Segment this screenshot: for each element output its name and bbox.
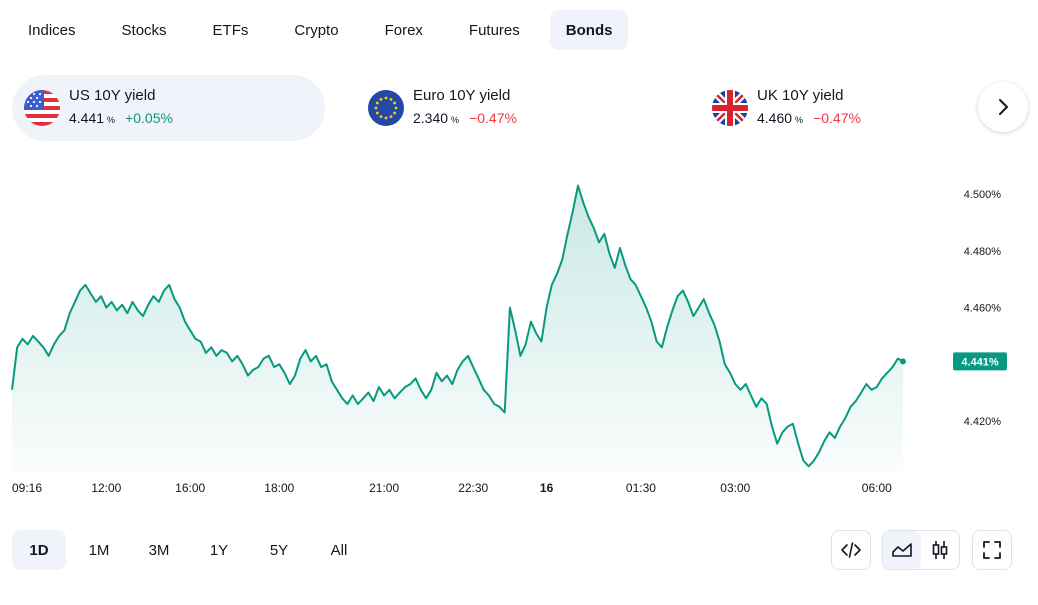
fullscreen-icon [983,541,1001,559]
ticker-value: 4.460 [757,110,793,126]
fullscreen-button[interactable] [972,530,1012,570]
yield-chart[interactable]: 4.500% 4.480% 4.460% 4.420% 4.441% 09:16 12:00… [0,170,1038,500]
ticker-value: 4.441 [69,110,105,126]
x-tick-label: 01:30 [626,481,656,495]
range-all[interactable]: All [330,541,348,559]
chevron-right-icon [999,99,1008,115]
area-fill [12,185,903,472]
ticker-change: −0.47% [469,110,517,126]
ticker-value: 2.340 [413,110,449,126]
ticker-change: −0.47% [813,110,861,126]
chart-canvas: 4.500% 4.480% 4.460% 4.420% 4.441% 09:16 12:00… [11,184,1007,495]
x-tick-label: 09:16 [12,481,42,495]
x-tick-label: 16 [540,481,554,495]
chart-style-toggle [882,530,960,570]
y-tick-label: 4.480% [964,246,1002,258]
y-tick-label: 4.420% [964,416,1002,428]
x-tick-label: 18:00 [264,481,294,495]
last-value-badge [953,352,1007,371]
tab-forex[interactable]: Forex [384,21,423,39]
ticker-uk-10y[interactable]: UK 10Y yield 4.460 % −0.47% [700,75,960,141]
us-flag-icon [24,90,60,126]
ticker-name: US 10Y yield [69,87,156,104]
tab-futures[interactable]: Futures [468,21,520,39]
last-point [900,358,906,365]
ticker-unit: % [795,115,804,125]
x-tick-label: 03:00 [720,481,750,495]
range-1y[interactable]: 1Y [209,541,229,559]
x-tick-label: 06:00 [862,481,892,495]
tab-bonds[interactable]: Bonds [549,10,629,50]
y-tick-label: 4.460% [964,303,1002,315]
next-tickers-button[interactable] [978,82,1028,132]
embed-button[interactable] [831,530,871,570]
embed-code-icon [841,542,861,558]
ticker-us-10y[interactable]: US 10Y yield 4.441 % +0.05% [12,75,325,141]
area-chart-icon [892,543,912,557]
range-3m[interactable]: 3M [148,541,170,559]
range-selector: 1D 1M 3M 1Y 5Y All [12,530,372,570]
uk-flag-icon [712,90,748,126]
x-tick-label: 21:00 [369,481,399,495]
market-tabs: Indices Stocks ETFs Crypto Forex Futures… [12,10,642,50]
range-5y[interactable]: 5Y [269,541,289,559]
series-line [11,184,904,468]
ticker-change: +0.05% [125,110,173,126]
range-1d[interactable]: 1D [12,530,66,570]
candles-chart-button[interactable] [921,531,959,569]
x-tick-label: 12:00 [91,481,121,495]
last-value-label: 4.441% [961,356,999,368]
candlestick-icon [932,541,948,559]
tab-etfs[interactable]: ETFs [212,21,249,39]
eu-flag-icon [368,90,404,126]
x-tick-label: 22:30 [458,481,488,495]
ticker-name: UK 10Y yield [757,87,844,104]
ticker-unit: % [451,115,460,125]
ticker-unit: % [107,115,116,125]
tab-crypto[interactable]: Crypto [294,21,339,39]
tab-stocks[interactable]: Stocks [121,21,167,39]
tab-indices[interactable]: Indices [28,21,76,39]
x-tick-label: 16:00 [175,481,205,495]
y-tick-label: 4.500% [964,189,1002,201]
ticker-euro-10y[interactable]: Euro 10Y yield 2.340 % −0.47% [356,75,656,141]
area-chart-button[interactable] [883,531,921,569]
ticker-name: Euro 10Y yield [413,87,511,104]
range-1m[interactable]: 1M [88,541,110,559]
